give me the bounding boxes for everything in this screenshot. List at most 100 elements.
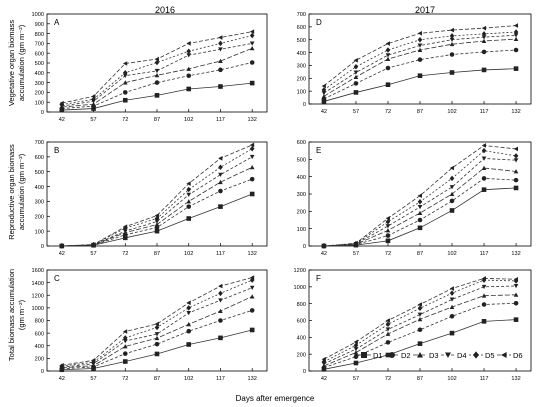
panel-a-point-d4 — [249, 41, 255, 46]
panel-d-point-d4 — [417, 43, 423, 48]
panel-a-point-d3 — [154, 72, 160, 78]
panel-d-ytick-label: 100 — [297, 89, 306, 95]
panel-a-point-d6 — [154, 56, 159, 62]
panel-d-ytick-label: 0 — [303, 102, 306, 108]
panel-c-point-d4 — [249, 285, 255, 290]
panel-d-point-d6 — [321, 83, 326, 89]
panel-a-point-d2 — [186, 73, 192, 79]
legend-item-d5: D5 — [469, 351, 495, 360]
panel-c-point-d4 — [186, 310, 192, 316]
panel-c-point-d2 — [122, 351, 128, 356]
panel-b-line-d2 — [61, 178, 253, 247]
legend-item-d4: D4 — [441, 351, 467, 360]
panel-b-point-d2 — [186, 204, 192, 209]
panel-e-point-d6 — [353, 240, 358, 246]
panel-b-point-d2 — [218, 188, 223, 194]
panel-d-point-d4 — [385, 53, 391, 58]
panel-b-point-d4 — [186, 192, 192, 198]
panel-f-ytick-label: 200 — [297, 352, 306, 358]
panel-c-xtick-label: 132 — [248, 376, 257, 382]
panel-d-point-d1 — [513, 66, 519, 71]
panel-f-point-d2 — [385, 340, 391, 345]
row-ylabel-reproductive: Reproductive organ biomass accumulation … — [7, 144, 26, 240]
panel-f-point-d1 — [417, 341, 423, 346]
panel-b-point-d6 — [122, 224, 128, 229]
panel-c-xtick-label: 72 — [122, 376, 128, 382]
panel-a-xtick-label: 87 — [154, 117, 160, 123]
panel-a-point-d1 — [122, 97, 128, 103]
panel-f-point-d2 — [449, 313, 455, 319]
panel-d-series-d2 — [321, 47, 519, 102]
panel-d-point-d6 — [513, 23, 519, 28]
panel-b-point-d3 — [218, 179, 223, 185]
panel-e-point-d5 — [417, 199, 423, 205]
panel-b-point-d6 — [186, 181, 191, 186]
panel-c-xtick-label: 102 — [184, 376, 193, 382]
panel-d-xtick-label: 57 — [353, 109, 359, 115]
panel-f-xtick-label: 102 — [447, 376, 456, 382]
ylabel-total-line2: (gm m⁻²) — [17, 299, 26, 330]
panel-f-point-d6 — [513, 276, 519, 282]
panel-a-ytick-label: 900 — [35, 22, 44, 28]
panel-e-point-d4 — [449, 185, 455, 190]
panel-a-point-d2 — [218, 67, 223, 73]
panel-e-point-d1 — [449, 208, 455, 213]
panel-c-ytick-label: 1400 — [32, 281, 44, 287]
panel-c-point-d6 — [249, 275, 255, 280]
panel-f-point-d2 — [417, 327, 423, 333]
panel-c-point-d2 — [218, 318, 223, 323]
panel-f-point-d4 — [385, 327, 391, 332]
panel-e-point-d6 — [321, 243, 326, 249]
panel-c-point-d2 — [186, 328, 192, 334]
panel-a-series-d3 — [59, 46, 255, 110]
panel-f-letter: F — [316, 274, 321, 283]
panel-a-point-d5 — [249, 32, 255, 39]
panel-a-point-d6 — [91, 94, 96, 99]
panel-c-point-d5 — [122, 335, 128, 341]
panel-c-point-d4 — [122, 339, 128, 344]
panel-c-ytick-label: 200 — [35, 357, 44, 363]
panel-f-series-d4 — [321, 284, 519, 367]
panel-a-ytick-label: 0 — [41, 110, 44, 116]
panel-d-series-d6 — [321, 23, 519, 89]
panel-f-point-d3 — [481, 293, 487, 298]
legend-marker-d2 — [389, 352, 395, 358]
panel-b-series-d2 — [59, 176, 255, 249]
panel-d-point-d2 — [417, 57, 423, 62]
panel-f-point-d2 — [513, 300, 519, 306]
panel-b-point-d3 — [249, 164, 255, 170]
panel-e-point-d2 — [417, 217, 423, 223]
panel-b-xtick-label: 132 — [248, 251, 257, 257]
panel-d-point-d2 — [481, 49, 487, 55]
panel-d-point-d3 — [385, 56, 391, 61]
panel-d-point-d5 — [385, 47, 391, 53]
panel-b-letter: B — [54, 146, 59, 155]
panel-c-ytick-label: 400 — [35, 344, 44, 350]
panel-f-point-d6 — [481, 276, 486, 281]
panel-f-point-d5 — [449, 290, 455, 296]
panel-a-line-d3 — [61, 47, 253, 108]
panel-d-point-d3 — [417, 47, 423, 52]
panel-d-series-d1 — [321, 66, 519, 104]
panel-e-xtick-label: 72 — [385, 251, 391, 257]
panel-c-point-d1 — [122, 359, 128, 364]
panel-f-point-d4 — [417, 312, 423, 317]
panel-a-xtick-label: 72 — [122, 117, 128, 123]
panel-f-point-d3 — [417, 316, 423, 322]
panel-e-line-d5 — [323, 150, 517, 247]
legend: D1 D2 D3 D4 D5 D6 — [357, 351, 523, 360]
panel-f-ytick-label: 800 — [297, 302, 306, 308]
panel-f-point-d1 — [353, 360, 359, 366]
panel-d-point-d3 — [353, 74, 359, 79]
panel-a-point-d1 — [154, 93, 160, 98]
panel-b-point-d5 — [249, 145, 255, 152]
panel-d-point-d6 — [353, 57, 358, 63]
panel-a-point-d3 — [122, 80, 128, 85]
panel-a-point-d4 — [154, 68, 160, 74]
panel-f-point-d5 — [385, 321, 391, 328]
panel-c-point-d1 — [154, 351, 160, 357]
panel-e-point-d3 — [385, 228, 391, 233]
legend-item-d2: D2 — [385, 351, 411, 360]
year-label-2016: 2016 — [155, 5, 175, 15]
panel-d-point-d1 — [481, 67, 487, 73]
